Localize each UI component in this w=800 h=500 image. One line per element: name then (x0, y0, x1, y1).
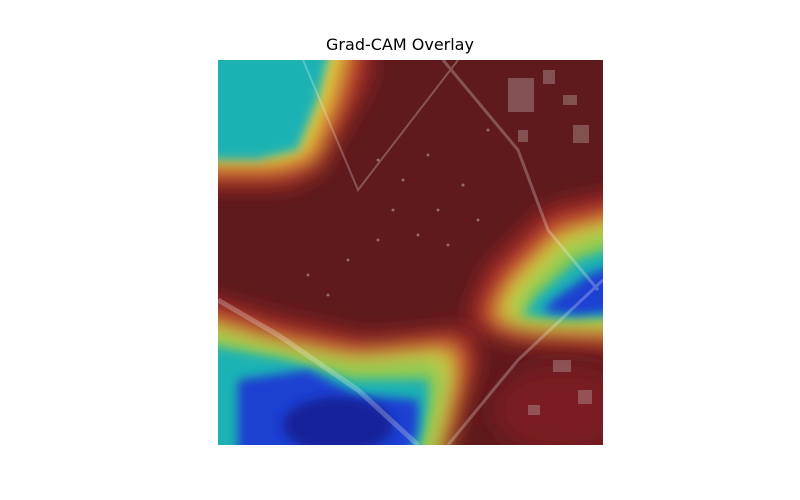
figure-title: Grad-CAM Overlay (326, 35, 474, 54)
gradcam-overlay-image (218, 60, 603, 445)
